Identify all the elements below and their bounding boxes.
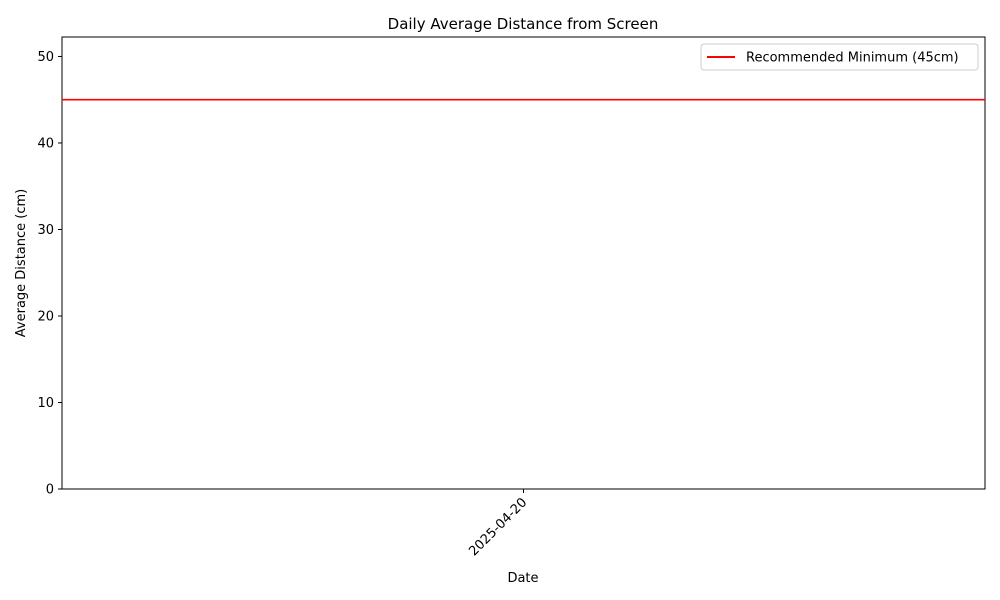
y-tick-label: 40 [37,136,54,151]
y-tick-label: 50 [37,50,54,65]
y-tick-label: 20 [37,309,54,324]
chart-title: Daily Average Distance from Screen [388,15,659,33]
legend-box [700,43,979,71]
legend-label-recommended-minimum: Recommended Minimum (45cm) [746,51,959,66]
y-axis: 0 10 20 30 40 50 [37,50,62,498]
y-tick-label: 10 [37,396,54,411]
y-tick-label: 0 [46,483,54,498]
legend: Recommended Minimum (45cm) [700,43,979,71]
y-tick-label: 30 [37,223,54,238]
x-axis-label: Date [507,571,538,586]
y-axis-label: Average Distance (cm) [14,189,29,337]
